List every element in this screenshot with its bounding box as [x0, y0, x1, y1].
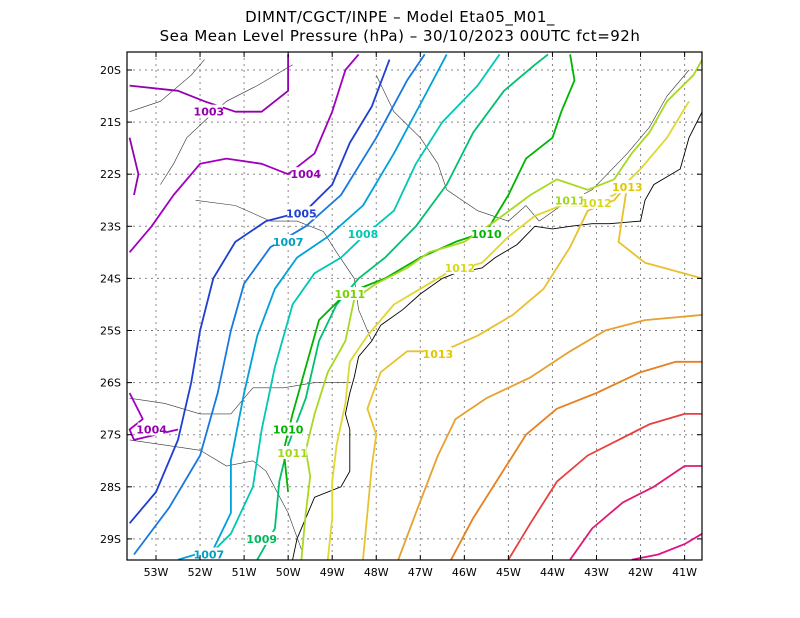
- chart-title-line-2: Sea Mean Level Pressure (hPa) – 30/10/20…: [159, 27, 641, 45]
- isobar-label: 1009: [246, 533, 277, 546]
- isobar-line: [177, 53, 448, 560]
- isobar-label-bg: [287, 206, 316, 220]
- isobar-label: 1005: [286, 207, 317, 220]
- isobar-label: 1011: [277, 447, 308, 460]
- lon-tick-label: 51W: [232, 566, 257, 579]
- isobar-labels: 1003 1004 1004 1005 1007 1007 1008 1009 1010 1010…: [136, 104, 643, 562]
- isobar-label-bg: [556, 193, 585, 207]
- lat-tick-label: 27S: [100, 429, 121, 442]
- isobar-label-bg: [423, 346, 452, 360]
- isobar-label: 1013: [612, 181, 643, 194]
- isobar-label: 1004: [290, 168, 321, 181]
- plot-frame: [126, 51, 703, 561]
- isobar-label-bg: [349, 227, 378, 241]
- isobar-line: [450, 360, 702, 560]
- isobar-line: [133, 53, 426, 556]
- isobar-label: 1007: [273, 236, 304, 249]
- lon-tick-label: 48W: [364, 566, 389, 579]
- isobar-label: 1013: [423, 348, 454, 361]
- isobar-label: 1011: [555, 194, 586, 207]
- isobar-label-bg: [582, 195, 611, 209]
- lon-tick-label: 47W: [408, 566, 433, 579]
- isobar-line: [569, 465, 702, 560]
- isobar-label: 1010: [471, 228, 502, 241]
- isobar-line: [300, 59, 702, 560]
- isobar-label-bg: [613, 180, 642, 194]
- isobar-line: [507, 413, 702, 560]
- lat-tick-label: 23S: [100, 220, 121, 233]
- isobar-label-bg: [278, 445, 307, 459]
- state-border: [129, 59, 205, 112]
- isobar-label-bg: [291, 167, 320, 181]
- lon-tick-label: 45W: [496, 566, 521, 579]
- lon-tick-label: 42W: [628, 566, 653, 579]
- isobar-line: [128, 53, 360, 253]
- lat-lon-grid: [127, 52, 702, 560]
- isobar-line: [128, 137, 140, 196]
- isobar-label: 1004: [136, 423, 167, 436]
- isobar-line: [256, 53, 549, 560]
- lon-tick-label: 43W: [584, 566, 609, 579]
- isobar-label: 1011: [335, 288, 366, 301]
- state-border: [160, 64, 293, 185]
- isobar-label-bg: [274, 234, 303, 248]
- isobar-line: [128, 59, 391, 524]
- lat-tick-label: 29S: [100, 533, 121, 546]
- lat-tick-label: 28S: [100, 481, 121, 494]
- lon-tick-label: 49W: [320, 566, 345, 579]
- isobar-line: [129, 54, 289, 113]
- state-border: [129, 439, 302, 550]
- isobar-line: [631, 532, 702, 560]
- isobar-label-bg: [274, 422, 303, 436]
- isobar-contours: [128, 53, 702, 560]
- isobar-label-bg: [247, 531, 276, 545]
- coastline: [292, 111, 702, 560]
- isobar-label: 1003: [194, 106, 225, 119]
- lat-tick-label: 20S: [100, 64, 121, 77]
- isobar-line: [397, 314, 702, 560]
- lat-tick-label: 21S: [100, 116, 121, 129]
- isobar-label-bg: [445, 260, 474, 274]
- lat-tick-label: 24S: [100, 272, 121, 285]
- axis-ticks: 20S 21S 22S 23S 24S 25S 26S 27S 28S 29S 53W 52W 51W 5…: [100, 52, 702, 579]
- isobar-label: 1012: [581, 197, 612, 210]
- isobar-line: [282, 54, 576, 493]
- isobar-line: [203, 53, 501, 560]
- lon-tick-label: 46W: [452, 566, 477, 579]
- isobar-label-bg: [194, 547, 223, 561]
- coastline-and-borders: [129, 59, 702, 560]
- isobar-label: 1008: [348, 228, 379, 241]
- isobar-label: 1007: [194, 549, 225, 562]
- isobar-label-bg: [194, 104, 223, 118]
- isobar-line: [362, 183, 702, 560]
- lon-tick-label: 44W: [540, 566, 565, 579]
- lon-tick-label: 52W: [188, 566, 213, 579]
- lon-tick-label: 41W: [672, 566, 697, 579]
- lat-tick-label: 25S: [100, 325, 121, 338]
- isobar-line: [128, 392, 179, 441]
- lat-tick-label: 22S: [100, 168, 121, 181]
- chart-title-line-1: DIMNT/CGCT/INPE – Model Eta05_M01_: [245, 8, 555, 26]
- isobar-label: 1010: [273, 423, 304, 436]
- state-border: [376, 75, 540, 222]
- lon-tick-label: 50W: [276, 566, 301, 579]
- isobar-label-bg: [335, 287, 364, 301]
- isobar-label-bg: [137, 422, 166, 436]
- lon-tick-label: 53W: [144, 566, 169, 579]
- lat-tick-label: 26S: [100, 377, 121, 390]
- isobar-label: 1012: [445, 262, 476, 275]
- isobar-label-bg: [472, 227, 501, 241]
